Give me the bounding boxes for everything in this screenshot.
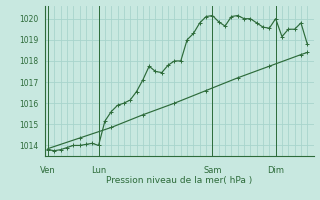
X-axis label: Pression niveau de la mer( hPa ): Pression niveau de la mer( hPa ) [106, 176, 252, 185]
